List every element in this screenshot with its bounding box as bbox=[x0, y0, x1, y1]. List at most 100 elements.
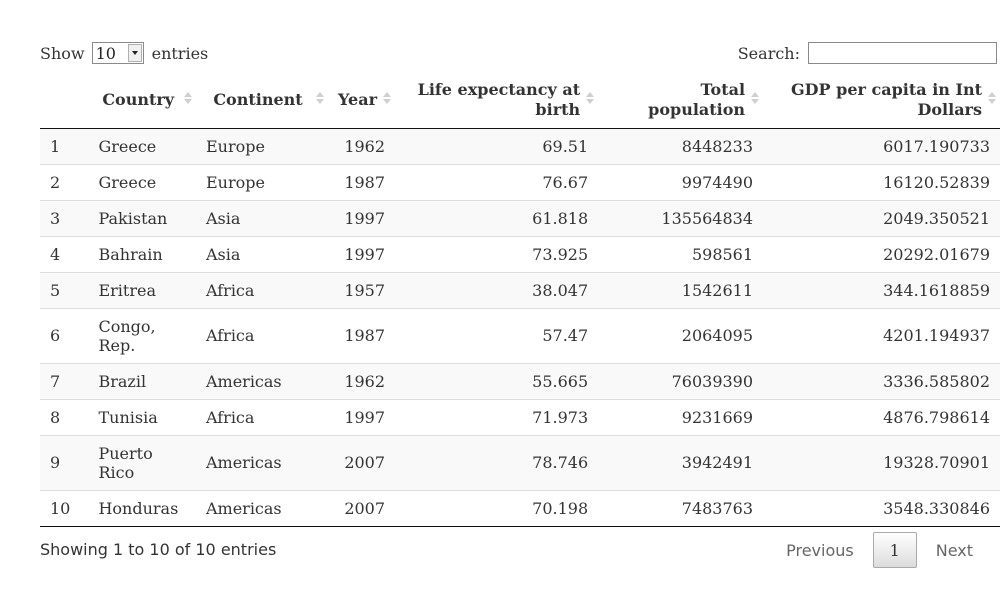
life-expectancy-cell: 78.746 bbox=[395, 434, 599, 490]
year-cell: 1987 bbox=[328, 307, 396, 363]
row-index-cell: 5 bbox=[40, 271, 89, 308]
column-header-life-expectancy[interactable]: Life expectancy at birth bbox=[395, 72, 599, 129]
gdp-cell: 344.1618859 bbox=[763, 271, 1000, 308]
column-header-continent[interactable]: Continent bbox=[195, 72, 329, 129]
sort-icon bbox=[316, 91, 325, 104]
gdp-cell: 3336.585802 bbox=[763, 362, 1000, 399]
country-cell: Pakistan bbox=[88, 199, 196, 236]
gdp-cell: 3548.330846 bbox=[763, 489, 1000, 527]
table-row: 9 Puerto Rico Americas 2007 78.746 39424… bbox=[40, 434, 1000, 490]
population-cell: 598561 bbox=[598, 235, 764, 272]
table-row: 5 Eritrea Africa 1957 38.047 1542611 344… bbox=[40, 271, 1000, 308]
year-cell: 1987 bbox=[328, 163, 396, 200]
population-cell: 9974490 bbox=[598, 163, 764, 200]
column-header-label: Life expectancy at birth bbox=[417, 79, 581, 119]
row-index-cell: 3 bbox=[40, 199, 89, 236]
table-row: 6 Congo, Rep. Africa 1987 57.47 2064095 … bbox=[40, 307, 1000, 363]
sort-icon bbox=[586, 91, 595, 104]
gdp-cell: 4201.194937 bbox=[763, 307, 1000, 363]
row-index-cell: 6 bbox=[40, 307, 89, 363]
year-cell: 1997 bbox=[328, 199, 396, 236]
column-header-label: Total population bbox=[648, 79, 746, 119]
column-header-year[interactable]: Year bbox=[328, 72, 396, 129]
row-index-cell: 4 bbox=[40, 235, 89, 272]
row-index-cell: 8 bbox=[40, 398, 89, 435]
row-index-cell: 7 bbox=[40, 362, 89, 399]
gdp-cell: 2049.350521 bbox=[763, 199, 1000, 236]
page-length-select[interactable]: 10 bbox=[91, 42, 144, 64]
table-info: Showing 1 to 10 of 10 entries bbox=[40, 540, 277, 559]
life-expectancy-cell: 55.665 bbox=[395, 362, 599, 399]
population-cell: 135564834 bbox=[598, 199, 764, 236]
gdp-cell: 20292.01679 bbox=[763, 235, 1000, 272]
country-cell: Brazil bbox=[88, 362, 196, 399]
gdp-cell: 19328.70901 bbox=[763, 434, 1000, 490]
continent-cell: Africa bbox=[195, 271, 329, 308]
entries-label: entries bbox=[151, 43, 209, 63]
country-cell: Bahrain bbox=[88, 235, 196, 272]
table-row: 10 Honduras Americas 2007 70.198 7483763… bbox=[40, 489, 1000, 527]
life-expectancy-cell: 76.67 bbox=[395, 163, 599, 200]
country-cell: Tunisia bbox=[88, 398, 196, 435]
header-row: Country Continent Year Life expectancy a… bbox=[40, 72, 1000, 129]
column-header-gdp-per-capita[interactable]: GDP per capita in Int Dollars bbox=[763, 72, 1000, 129]
chevron-down-icon bbox=[127, 44, 142, 62]
year-cell: 2007 bbox=[328, 434, 396, 490]
continent-cell: Americas bbox=[195, 362, 329, 399]
show-label: Show bbox=[40, 43, 85, 63]
population-cell: 3942491 bbox=[598, 434, 764, 490]
gdp-cell: 16120.52839 bbox=[763, 163, 1000, 200]
sort-icon bbox=[183, 91, 192, 104]
search-input[interactable] bbox=[808, 42, 997, 64]
country-cell: Eritrea bbox=[88, 271, 196, 308]
next-button[interactable]: Next bbox=[935, 540, 973, 560]
previous-button[interactable]: Previous bbox=[786, 540, 854, 560]
column-header-label: Year bbox=[338, 89, 378, 109]
row-index-cell: 9 bbox=[40, 434, 89, 490]
life-expectancy-cell: 70.198 bbox=[395, 489, 599, 527]
search-label: Search: bbox=[737, 43, 800, 63]
column-header-label: Country bbox=[102, 89, 175, 109]
column-header-country[interactable]: Country bbox=[88, 72, 196, 129]
life-expectancy-cell: 61.818 bbox=[395, 199, 599, 236]
page-button-1[interactable]: 1 bbox=[872, 532, 917, 568]
life-expectancy-cell: 38.047 bbox=[395, 271, 599, 308]
country-cell: Greece bbox=[88, 163, 196, 200]
life-expectancy-cell: 57.47 bbox=[395, 307, 599, 363]
table-row: 1 Greece Europe 1962 69.51 8448233 6017.… bbox=[40, 128, 1000, 164]
table-row: 7 Brazil Americas 1962 55.665 76039390 3… bbox=[40, 362, 1000, 399]
population-cell: 76039390 bbox=[598, 362, 764, 399]
search-control: Search: bbox=[738, 42, 997, 64]
continent-cell: Americas bbox=[195, 434, 329, 490]
continent-cell: Africa bbox=[195, 307, 329, 363]
column-header-total-population[interactable]: Total population bbox=[598, 72, 764, 129]
year-cell: 2007 bbox=[328, 489, 396, 527]
life-expectancy-cell: 69.51 bbox=[395, 128, 599, 164]
column-header-label: Continent bbox=[213, 89, 303, 109]
population-cell: 1542611 bbox=[598, 271, 764, 308]
column-header-label: GDP per capita in Int Dollars bbox=[791, 79, 982, 119]
data-table: Country Continent Year Life expectancy a… bbox=[40, 72, 1000, 527]
table-row: 3 Pakistan Asia 1997 61.818 135564834 20… bbox=[40, 199, 1000, 236]
row-index-cell: 1 bbox=[40, 128, 89, 164]
continent-cell: Europe bbox=[195, 128, 329, 164]
page-length-value: 10 bbox=[95, 43, 116, 63]
country-cell: Puerto Rico bbox=[88, 434, 196, 490]
column-header-index bbox=[40, 72, 89, 129]
gdp-cell: 4876.798614 bbox=[763, 398, 1000, 435]
life-expectancy-cell: 71.973 bbox=[395, 398, 599, 435]
country-cell: Congo, Rep. bbox=[88, 307, 196, 363]
pagination: Previous 1 Next bbox=[776, 532, 983, 568]
country-cell: Greece bbox=[88, 128, 196, 164]
row-index-cell: 2 bbox=[40, 163, 89, 200]
table-row: 2 Greece Europe 1987 76.67 9974490 16120… bbox=[40, 163, 1000, 200]
year-cell: 1957 bbox=[328, 271, 396, 308]
gdp-cell: 6017.190733 bbox=[763, 128, 1000, 164]
continent-cell: Africa bbox=[195, 398, 329, 435]
population-cell: 2064095 bbox=[598, 307, 764, 363]
year-cell: 1962 bbox=[328, 362, 396, 399]
continent-cell: Asia bbox=[195, 235, 329, 272]
continent-cell: Asia bbox=[195, 199, 329, 236]
table-row: 8 Tunisia Africa 1997 71.973 9231669 487… bbox=[40, 398, 1000, 435]
year-cell: 1997 bbox=[328, 235, 396, 272]
